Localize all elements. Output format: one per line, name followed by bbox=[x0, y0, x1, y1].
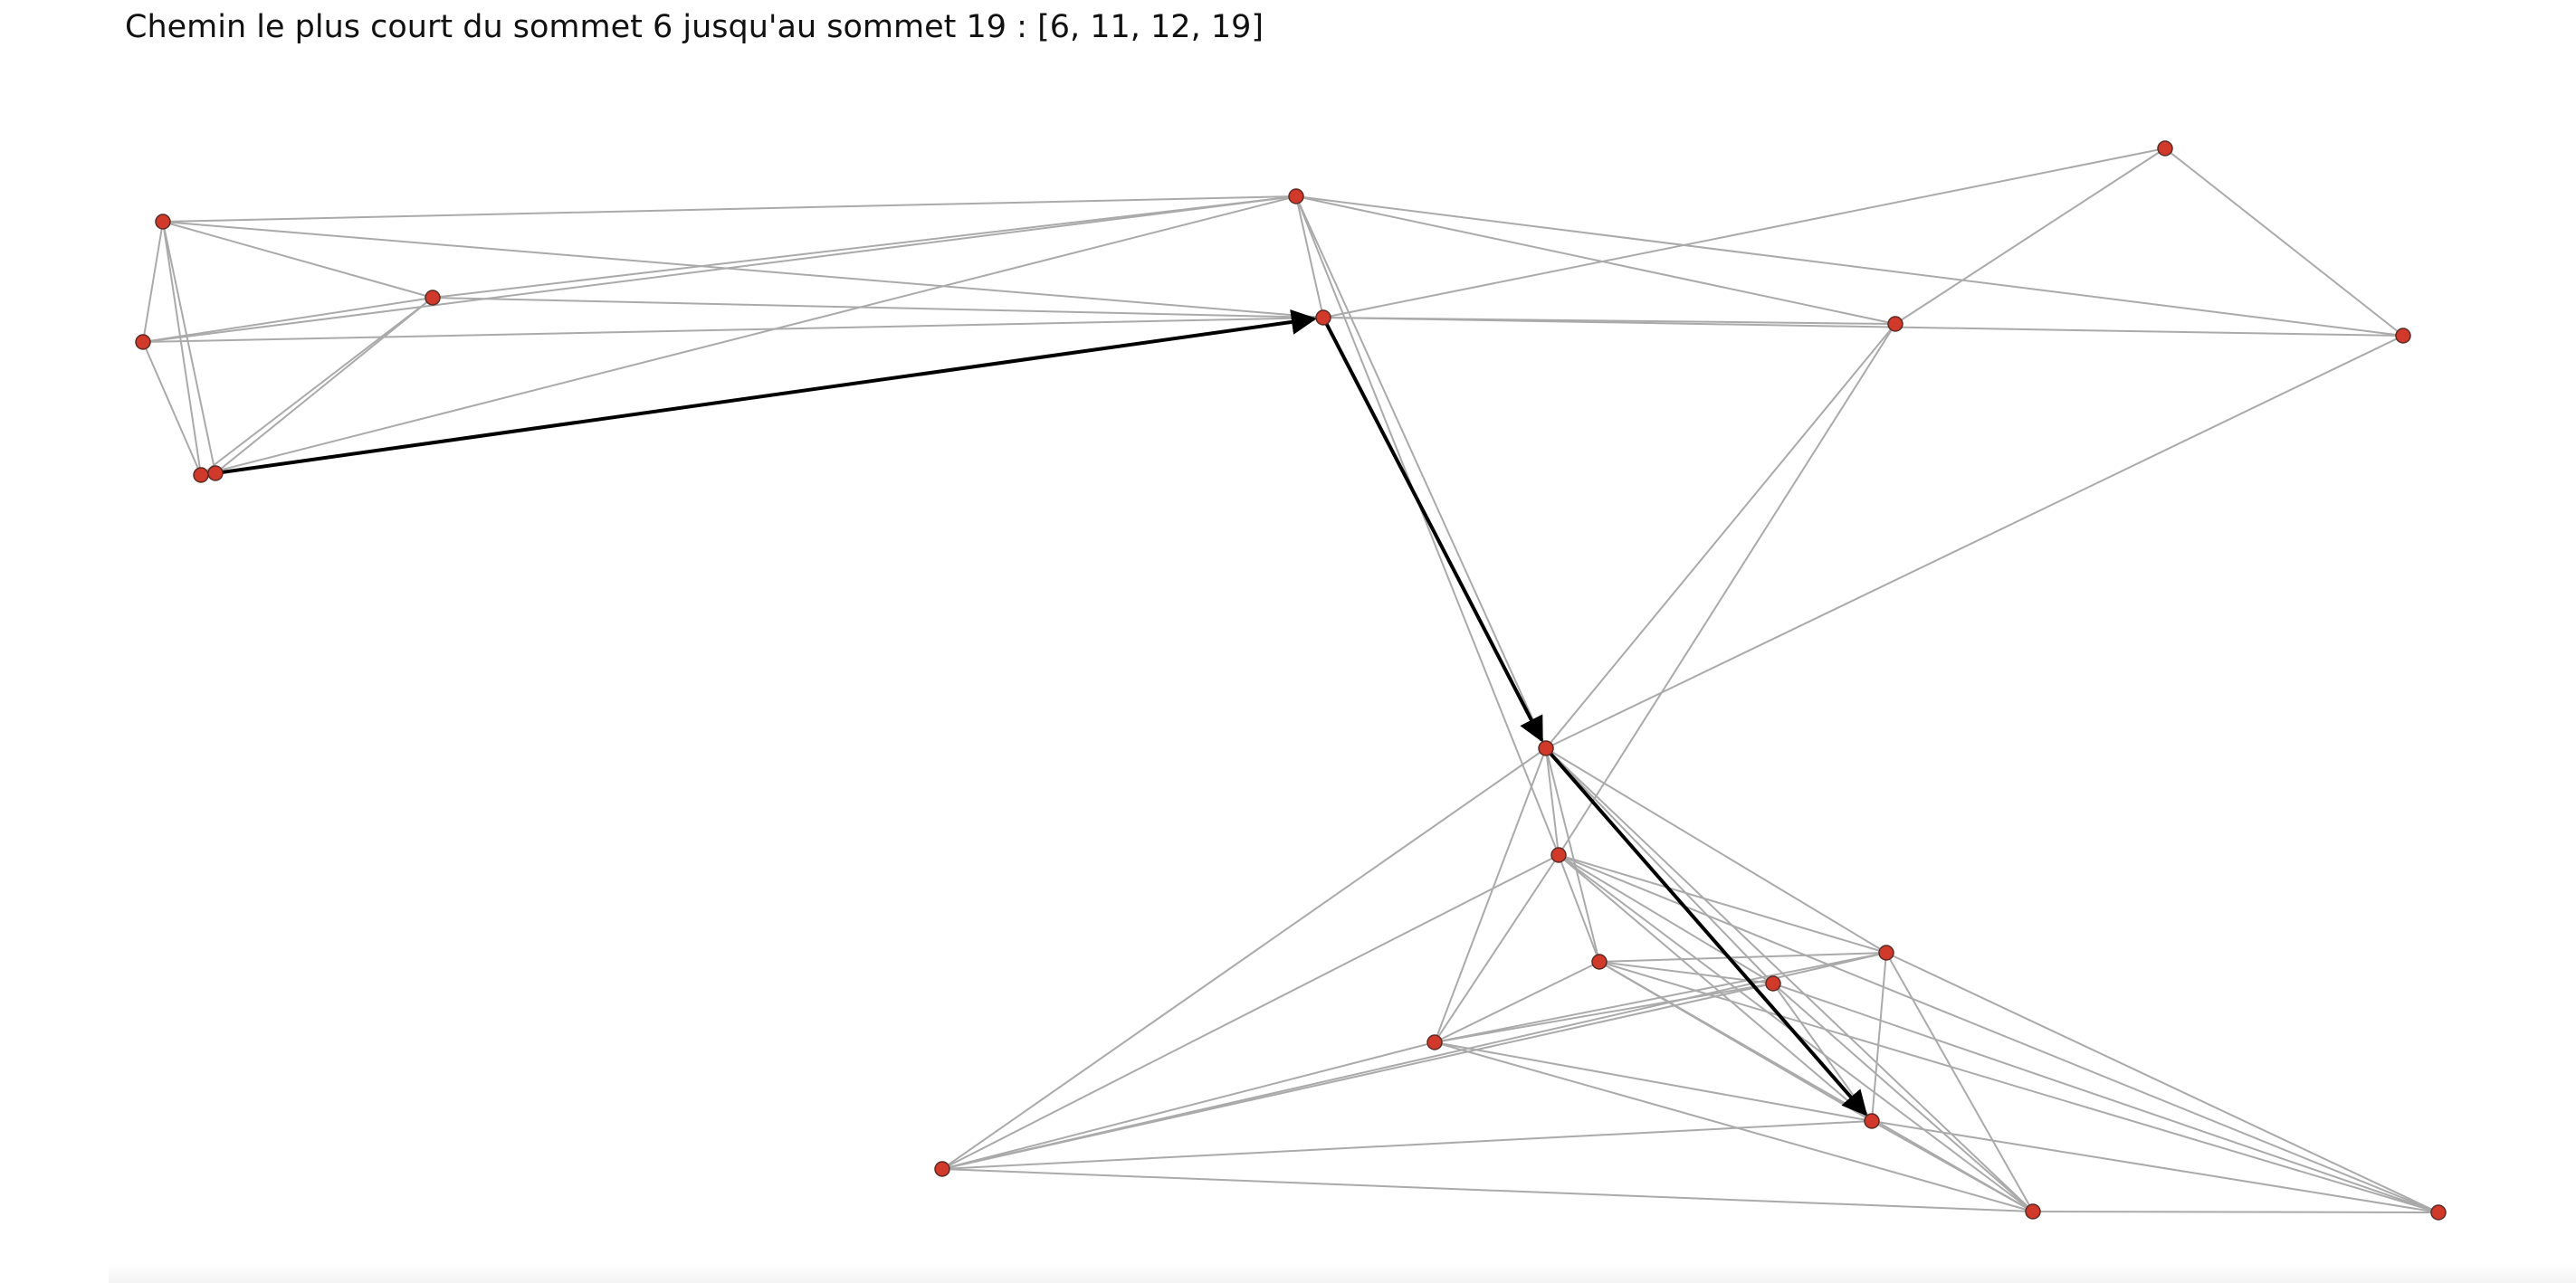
edge-7-12 bbox=[1545, 335, 2404, 749]
node-layer bbox=[135, 140, 2447, 1221]
edge-12-14 bbox=[1434, 747, 1547, 1043]
edge-13-19 bbox=[1772, 983, 1873, 1122]
edge-0-6 bbox=[162, 221, 216, 474]
edge-9-13 bbox=[1558, 854, 1774, 984]
edge-1-3 bbox=[200, 297, 434, 476]
edge-14-15 bbox=[1434, 952, 1887, 1043]
node-2 bbox=[135, 334, 151, 350]
edge-16-19 bbox=[941, 1120, 1873, 1170]
edge-layer bbox=[142, 147, 2439, 1213]
node-16 bbox=[934, 1161, 950, 1177]
edge-12-13 bbox=[1545, 747, 1774, 984]
edge-16-17 bbox=[941, 1168, 2034, 1212]
edge-13-17 bbox=[1772, 983, 2034, 1212]
edge-9-15 bbox=[1558, 854, 1887, 954]
edge-1-4 bbox=[432, 195, 1297, 299]
node-8 bbox=[1887, 316, 1903, 332]
edge-4-12 bbox=[1295, 195, 1547, 749]
edge-12-10 bbox=[1545, 747, 1600, 963]
edge-12-16 bbox=[941, 747, 1547, 1170]
edge-4-11 bbox=[1295, 195, 1324, 318]
node-4 bbox=[1288, 188, 1304, 204]
node-15 bbox=[1878, 945, 1894, 961]
path-edge-11-12 bbox=[1321, 317, 1544, 743]
node-3 bbox=[193, 467, 209, 483]
edge-7-11 bbox=[1322, 317, 2404, 337]
edge-5-8 bbox=[1894, 147, 2166, 325]
edge-1-11 bbox=[432, 297, 1324, 318]
edge-9-14 bbox=[1434, 854, 1560, 1043]
node-11 bbox=[1315, 309, 1331, 326]
edge-0-4 bbox=[162, 195, 1297, 223]
node-9 bbox=[1550, 847, 1567, 863]
node-1 bbox=[425, 290, 441, 306]
path-edge-6-11 bbox=[215, 309, 1317, 475]
shortest-path-layer bbox=[215, 309, 1868, 1117]
node-13 bbox=[1765, 975, 1781, 992]
node-10 bbox=[1591, 954, 1608, 970]
edge-10-18 bbox=[1598, 961, 2439, 1213]
edge-13-18 bbox=[1772, 983, 2439, 1213]
edge-9-16 bbox=[941, 854, 1560, 1170]
node-6 bbox=[207, 465, 224, 481]
edge-0-2 bbox=[142, 221, 164, 343]
edge-2-3 bbox=[142, 341, 202, 476]
edge-3-4 bbox=[200, 195, 1297, 476]
node-18 bbox=[2430, 1204, 2447, 1221]
edge-10-15 bbox=[1598, 952, 1887, 963]
footer-band bbox=[109, 1263, 2576, 1283]
edge-12-15 bbox=[1545, 747, 1887, 954]
edge-1-6 bbox=[215, 297, 434, 474]
edge-14-16 bbox=[941, 1041, 1436, 1170]
edge-4-8 bbox=[1295, 195, 1896, 325]
edge-19-17 bbox=[1871, 1120, 2034, 1212]
edge-10-14 bbox=[1434, 961, 1600, 1043]
edge-15-17 bbox=[1885, 952, 2034, 1212]
edge-10-13 bbox=[1598, 961, 1774, 984]
node-5 bbox=[2157, 140, 2173, 157]
edge-10-17 bbox=[1598, 961, 2034, 1212]
edge-2-4 bbox=[142, 195, 1297, 343]
edge-12-9 bbox=[1545, 747, 1560, 856]
edge-9-19 bbox=[1558, 854, 1873, 1122]
node-19 bbox=[1864, 1113, 1880, 1129]
edge-15-18 bbox=[1885, 952, 2439, 1213]
edge-4-7 bbox=[1295, 195, 2404, 337]
edge-16-13 bbox=[941, 983, 1774, 1170]
edge-1-2 bbox=[142, 297, 434, 343]
node-7 bbox=[2395, 328, 2411, 344]
edge-14-13 bbox=[1434, 983, 1774, 1043]
path-title: Chemin le plus court du sommet 6 jusqu'a… bbox=[125, 9, 1264, 45]
edge-4-9 bbox=[1295, 195, 1560, 856]
edge-14-17 bbox=[1434, 1041, 2034, 1212]
edge-0-11 bbox=[162, 221, 1324, 318]
edge-5-11 bbox=[1322, 147, 2166, 318]
edge-14-19 bbox=[1434, 1041, 1873, 1122]
path-edge-12-19 bbox=[1544, 746, 1868, 1117]
node-0 bbox=[155, 214, 171, 230]
edge-2-11 bbox=[142, 317, 1324, 343]
node-17 bbox=[2025, 1203, 2041, 1220]
node-14 bbox=[1426, 1034, 1443, 1050]
edge-5-7 bbox=[2164, 147, 2404, 337]
edge-9-18 bbox=[1558, 854, 2439, 1213]
edge-8-9 bbox=[1558, 323, 1896, 856]
edge-19-18 bbox=[1871, 1120, 2439, 1213]
edge-8-12 bbox=[1545, 323, 1896, 749]
edge-0-3 bbox=[162, 221, 202, 476]
edge-15-19 bbox=[1871, 952, 1887, 1122]
edge-0-1 bbox=[162, 221, 434, 299]
node-12 bbox=[1538, 740, 1554, 756]
edge-9-10 bbox=[1558, 854, 1600, 963]
